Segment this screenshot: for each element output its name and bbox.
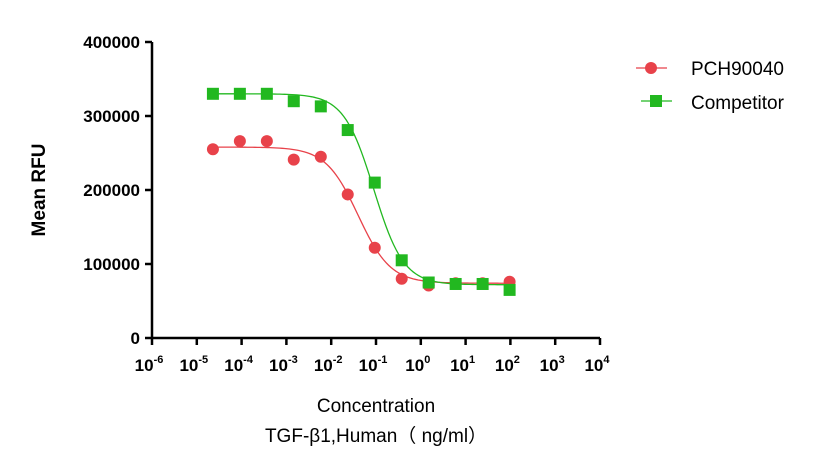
x-tick-label: 103 bbox=[540, 354, 565, 375]
legend-item-competitor: Competitor bbox=[641, 93, 785, 114]
y-tick-label: 0 bbox=[131, 329, 140, 348]
y-tick-label: 100000 bbox=[83, 255, 140, 274]
legend-item-pch90040: PCH90040 bbox=[636, 59, 784, 80]
x-tick-label: 10-5 bbox=[179, 354, 208, 375]
data-point-pch90040 bbox=[368, 241, 381, 254]
x-axis-sublabel: TGF-β1,Human（ ng/ml） bbox=[265, 425, 487, 447]
fit-curve-pch90040 bbox=[212, 146, 510, 284]
x-tick-label: 10-2 bbox=[314, 354, 343, 375]
data-point-pch90040 bbox=[287, 153, 300, 166]
data-point-competitor bbox=[206, 87, 219, 100]
data-point-competitor bbox=[395, 254, 408, 267]
fit-curve-competitor bbox=[212, 93, 510, 286]
x-tick-label: 10-4 bbox=[224, 354, 254, 375]
data-points bbox=[206, 87, 516, 296]
x-tick-label: 104 bbox=[584, 354, 610, 375]
data-point-competitor bbox=[476, 277, 489, 290]
x-tick-label: 10-3 bbox=[269, 354, 298, 375]
fit-curves bbox=[212, 93, 510, 286]
x-tick-label: 10-1 bbox=[359, 354, 388, 375]
x-tick-label: 100 bbox=[405, 354, 430, 375]
data-point-competitor bbox=[314, 100, 327, 113]
data-point-competitor bbox=[341, 124, 354, 137]
x-tick-label: 102 bbox=[495, 354, 520, 375]
y-tick-label: 400000 bbox=[83, 33, 140, 52]
data-point-pch90040 bbox=[341, 188, 354, 201]
data-point-competitor bbox=[449, 277, 462, 290]
y-tick-label: 300000 bbox=[83, 107, 140, 126]
legend-label-pch90040: PCH90040 bbox=[691, 59, 784, 80]
data-point-pch90040 bbox=[233, 135, 246, 148]
x-tick-label: 10-6 bbox=[135, 354, 164, 375]
legend-label-competitor: Competitor bbox=[691, 93, 785, 114]
data-point-competitor bbox=[233, 87, 246, 100]
y-tick-label: 200000 bbox=[83, 181, 140, 200]
axes: 0 100000 200000 300000 400000 10-6 10-5 10-4 10-… bbox=[83, 33, 610, 375]
data-point-competitor bbox=[260, 87, 273, 100]
legend-marker-competitor bbox=[650, 95, 662, 107]
data-point-pch90040 bbox=[314, 150, 327, 163]
data-point-competitor bbox=[368, 176, 381, 189]
x-axis-label: Concentration bbox=[317, 396, 435, 417]
y-axis-label: Mean RFU bbox=[29, 144, 50, 237]
x-tick-label: 101 bbox=[450, 354, 475, 375]
data-point-pch90040 bbox=[260, 135, 273, 148]
data-point-competitor bbox=[503, 283, 516, 296]
data-point-pch90040 bbox=[206, 143, 219, 156]
data-point-competitor bbox=[287, 95, 300, 108]
data-point-competitor bbox=[422, 276, 435, 289]
legend-marker-pch90040 bbox=[645, 62, 657, 74]
data-point-pch90040 bbox=[395, 272, 408, 285]
legend: PCH90040 Competitor bbox=[636, 59, 785, 114]
